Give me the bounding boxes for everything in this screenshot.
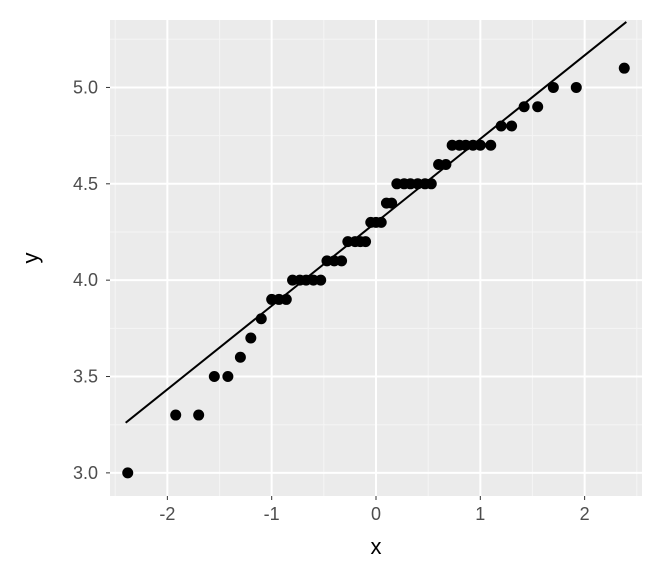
data-point <box>245 332 256 343</box>
data-point <box>485 140 496 151</box>
y-tick-label: 3.5 <box>73 367 98 387</box>
y-tick-label: 3.0 <box>73 463 98 483</box>
data-point <box>222 371 233 382</box>
data-point <box>475 140 486 151</box>
y-axis-title: y <box>18 253 43 264</box>
data-point <box>170 410 181 421</box>
x-tick-label: -1 <box>264 504 280 524</box>
x-tick-label: 0 <box>371 504 381 524</box>
y-tick-label: 5.0 <box>73 77 98 97</box>
chart-svg: -2 -1 0 1 2 3.0 3.5 4.0 4.5 5.0 x y <box>0 0 672 576</box>
data-point <box>571 82 582 93</box>
x-tick-label: -2 <box>159 504 175 524</box>
data-point <box>619 63 630 74</box>
data-point <box>122 467 133 478</box>
data-point <box>386 198 397 209</box>
data-point <box>519 101 530 112</box>
y-tick-label: 4.5 <box>73 174 98 194</box>
data-point <box>193 410 204 421</box>
data-point <box>281 294 292 305</box>
data-point <box>506 120 517 131</box>
x-tick-label: 1 <box>475 504 485 524</box>
data-point <box>360 236 371 247</box>
data-point <box>426 178 437 189</box>
data-point <box>496 120 507 131</box>
data-point <box>376 217 387 228</box>
data-point <box>336 255 347 266</box>
data-point <box>235 352 246 363</box>
x-axis-title: x <box>371 534 382 559</box>
data-point <box>315 275 326 286</box>
scatter-chart: -2 -1 0 1 2 3.0 3.5 4.0 4.5 5.0 x y <box>0 0 672 576</box>
data-point <box>256 313 267 324</box>
y-tick-label: 4.0 <box>73 270 98 290</box>
data-point <box>440 159 451 170</box>
x-tick-label: 2 <box>580 504 590 524</box>
data-point <box>548 82 559 93</box>
data-point <box>532 101 543 112</box>
data-point <box>209 371 220 382</box>
